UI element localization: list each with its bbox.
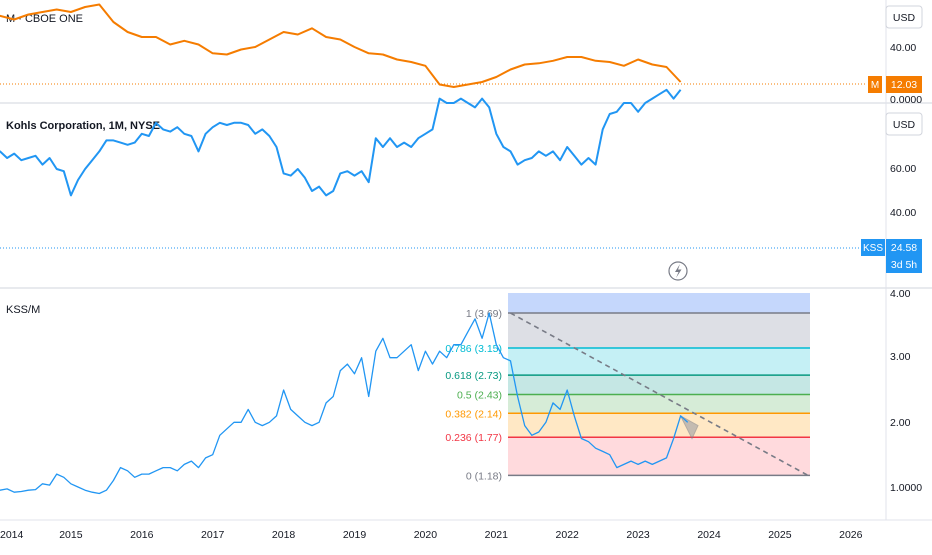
projection-triangle[interactable] xyxy=(679,414,699,440)
fib-level-label-5: 0.236 (1.77) xyxy=(445,432,502,444)
x-tick-2018: 2018 xyxy=(272,529,296,541)
fib-band-2 xyxy=(508,375,810,395)
middle-pane-title: Kohls Corporation, 1M, NYSE xyxy=(6,120,160,132)
fib-retracement[interactable]: 1 (3.69) 0.786 (3.15) 0.618 (2.73) 0.5 (2.4… xyxy=(445,293,810,482)
middle-currency-label: USD xyxy=(893,119,916,131)
x-tick-2019: 2019 xyxy=(343,529,367,541)
fib-band-top xyxy=(508,293,810,314)
x-tick-2025: 2025 xyxy=(768,529,792,541)
fib-level-label-0: 1 (3.69) xyxy=(466,308,502,320)
top-last-value-badge: M 12.03 xyxy=(868,76,922,93)
series-layer xyxy=(0,3,689,495)
x-tick-2015: 2015 xyxy=(59,529,83,541)
fib-level-label-4: 0.382 (2.14) xyxy=(445,408,502,420)
fib-band-3 xyxy=(508,394,810,414)
time-axis[interactable]: 2014 2015 2016 2017 2018 2019 2020 2021 2022 2023… xyxy=(0,529,863,541)
top-currency-button[interactable]: USD xyxy=(885,5,923,29)
x-tick-2022: 2022 xyxy=(556,529,580,541)
fib-trend-line[interactable] xyxy=(510,312,809,477)
x-tick-2017: 2017 xyxy=(201,529,225,541)
x-tick-2014: 2014 xyxy=(0,529,24,541)
x-tick-2016: 2016 xyxy=(130,529,154,541)
bottom-y-tick-4: 4.00 xyxy=(890,288,911,300)
fib-band-1 xyxy=(508,347,810,376)
series-line-3[interactable] xyxy=(0,312,689,495)
middle-y-tick-40: 40.00 xyxy=(890,207,916,219)
x-tick-2023: 2023 xyxy=(626,529,650,541)
fib-band-5 xyxy=(508,437,810,476)
middle-last-value-badge: KSS 24.58 3d 5h xyxy=(861,239,922,273)
bottom-y-tick-1: 1.0000 xyxy=(890,482,922,494)
fib-level-label-3: 0.5 (2.43) xyxy=(457,390,502,402)
middle-last-tag: KSS xyxy=(863,243,883,254)
top-last-value: 12.03 xyxy=(891,79,917,91)
x-tick-2020: 2020 xyxy=(414,529,438,541)
fib-level-label-2: 0.618 (2.73) xyxy=(445,370,502,382)
top-y-tick-40: 40.00 xyxy=(890,42,916,54)
top-last-tag: M xyxy=(871,80,879,91)
top-y-tick-0: 0.0000 xyxy=(890,94,922,106)
series-line-1[interactable] xyxy=(0,3,682,88)
fib-level-label-6: 0 (1.18) xyxy=(466,470,502,482)
x-tick-2026: 2026 xyxy=(839,529,863,541)
bottom-y-tick-3: 3.00 xyxy=(890,351,911,363)
middle-y-tick-60: 60.00 xyxy=(890,163,916,175)
middle-countdown: 3d 5h xyxy=(891,259,917,271)
middle-last-value: 24.58 xyxy=(891,242,917,254)
x-tick-2021: 2021 xyxy=(485,529,509,541)
x-tick-2024: 2024 xyxy=(697,529,721,541)
fib-band-0 xyxy=(508,313,810,348)
bottom-pane-title: KSS/M xyxy=(6,304,40,316)
lightning-icon[interactable] xyxy=(668,261,688,281)
middle-currency-button[interactable]: USD xyxy=(885,112,923,136)
bottom-y-tick-2: 2.00 xyxy=(890,417,911,429)
series-line-2[interactable] xyxy=(0,88,682,197)
fib-band-4 xyxy=(508,413,810,438)
fib-level-label-1: 0.786 (3.15) xyxy=(445,343,502,355)
top-currency-label: USD xyxy=(893,12,916,24)
